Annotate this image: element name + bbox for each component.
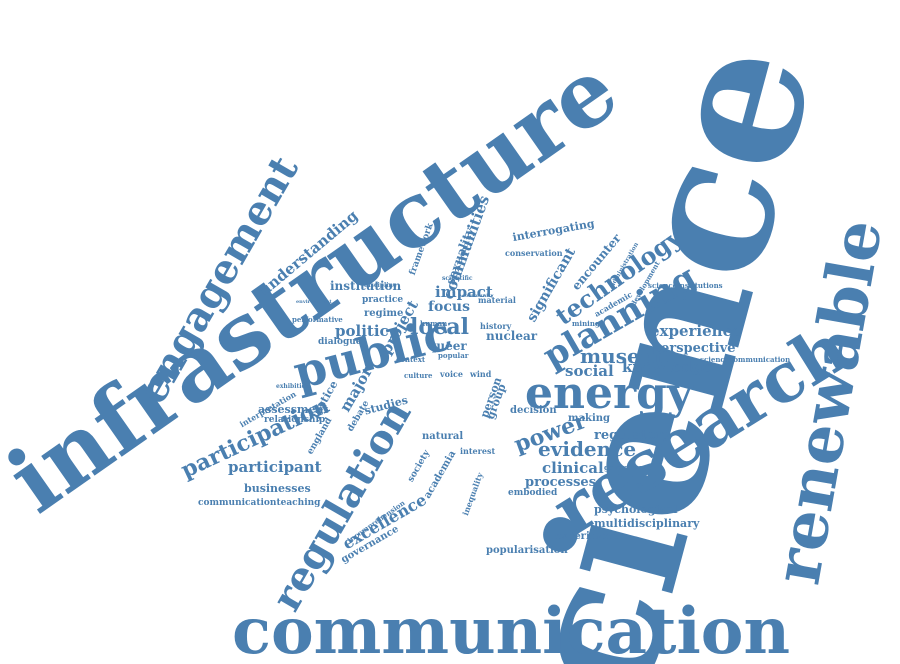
word-experiment: experiment	[555, 531, 619, 542]
word-exhibition: exhibition	[276, 383, 310, 390]
word-voice: voice	[440, 369, 463, 379]
word-mining: mining	[572, 319, 600, 328]
word-history: history	[480, 321, 512, 331]
word-popular: popular	[438, 351, 469, 360]
word-museum: museum	[580, 344, 676, 368]
word-practice: practice	[362, 295, 404, 305]
word-regime: regime	[364, 308, 404, 319]
word-society: society	[406, 448, 433, 484]
word-communicationteaching: communicationteaching	[198, 498, 321, 508]
word-discipline: discipline	[364, 282, 397, 289]
word-interrogating: interrogating	[511, 216, 596, 245]
word-politic: politic	[335, 322, 389, 340]
word-environment: environment	[296, 299, 332, 305]
word-decision: decision	[510, 405, 557, 416]
word-knowledge: knowledge	[622, 358, 712, 376]
word-social: social	[565, 362, 614, 380]
word-businesses: businesses	[244, 482, 311, 495]
word-context: context	[396, 355, 426, 364]
word-energy: energy	[525, 368, 693, 419]
word-impact: impact	[435, 283, 493, 301]
word-assessment: assessment	[258, 403, 329, 416]
word-queer: queer	[428, 339, 467, 353]
word-communication: communication	[232, 594, 790, 664]
word-natural: natural	[422, 431, 464, 442]
word-relationship: relationship	[264, 415, 326, 425]
word-evidence: evidence	[538, 437, 637, 461]
word-perspective: perspective	[652, 341, 736, 356]
word-nuclear: nuclear	[486, 329, 538, 343]
word-popularisation: popularisation	[486, 545, 568, 556]
word-scienceinstitutions: scienceinstitutions	[648, 281, 723, 290]
word-processes: processes	[525, 475, 597, 490]
word-inequality: inequality	[460, 471, 485, 517]
word-embodied: embodied	[508, 488, 558, 498]
word-sciencecommunication: sciencecommunication	[700, 355, 791, 364]
word-scientific: scientific	[442, 275, 473, 282]
word-regulatory: regulatory	[594, 428, 671, 443]
word-human: human	[420, 319, 448, 328]
word-focus: focus	[428, 299, 470, 315]
word-dialogue: dialogue	[318, 337, 362, 347]
word-conservation: conservation	[505, 248, 563, 258]
word-multidisciplinary: multidisciplinary	[594, 517, 700, 530]
word-performative: performative	[292, 315, 343, 324]
word-government: government	[604, 463, 652, 472]
word-institution: institution	[330, 279, 402, 293]
word-material: material	[478, 295, 516, 305]
word-local: local	[410, 314, 470, 340]
word-participant: participant	[228, 458, 322, 476]
word-psychological: psychological	[594, 503, 678, 516]
word-culture: culture	[404, 371, 433, 380]
word-community: community	[462, 293, 494, 299]
word-clinical: clinical	[542, 459, 604, 477]
word-making: making	[568, 413, 611, 424]
word-experience: experience	[650, 322, 742, 340]
word-wind: wind	[470, 369, 492, 379]
word-interest: interest	[460, 446, 496, 456]
